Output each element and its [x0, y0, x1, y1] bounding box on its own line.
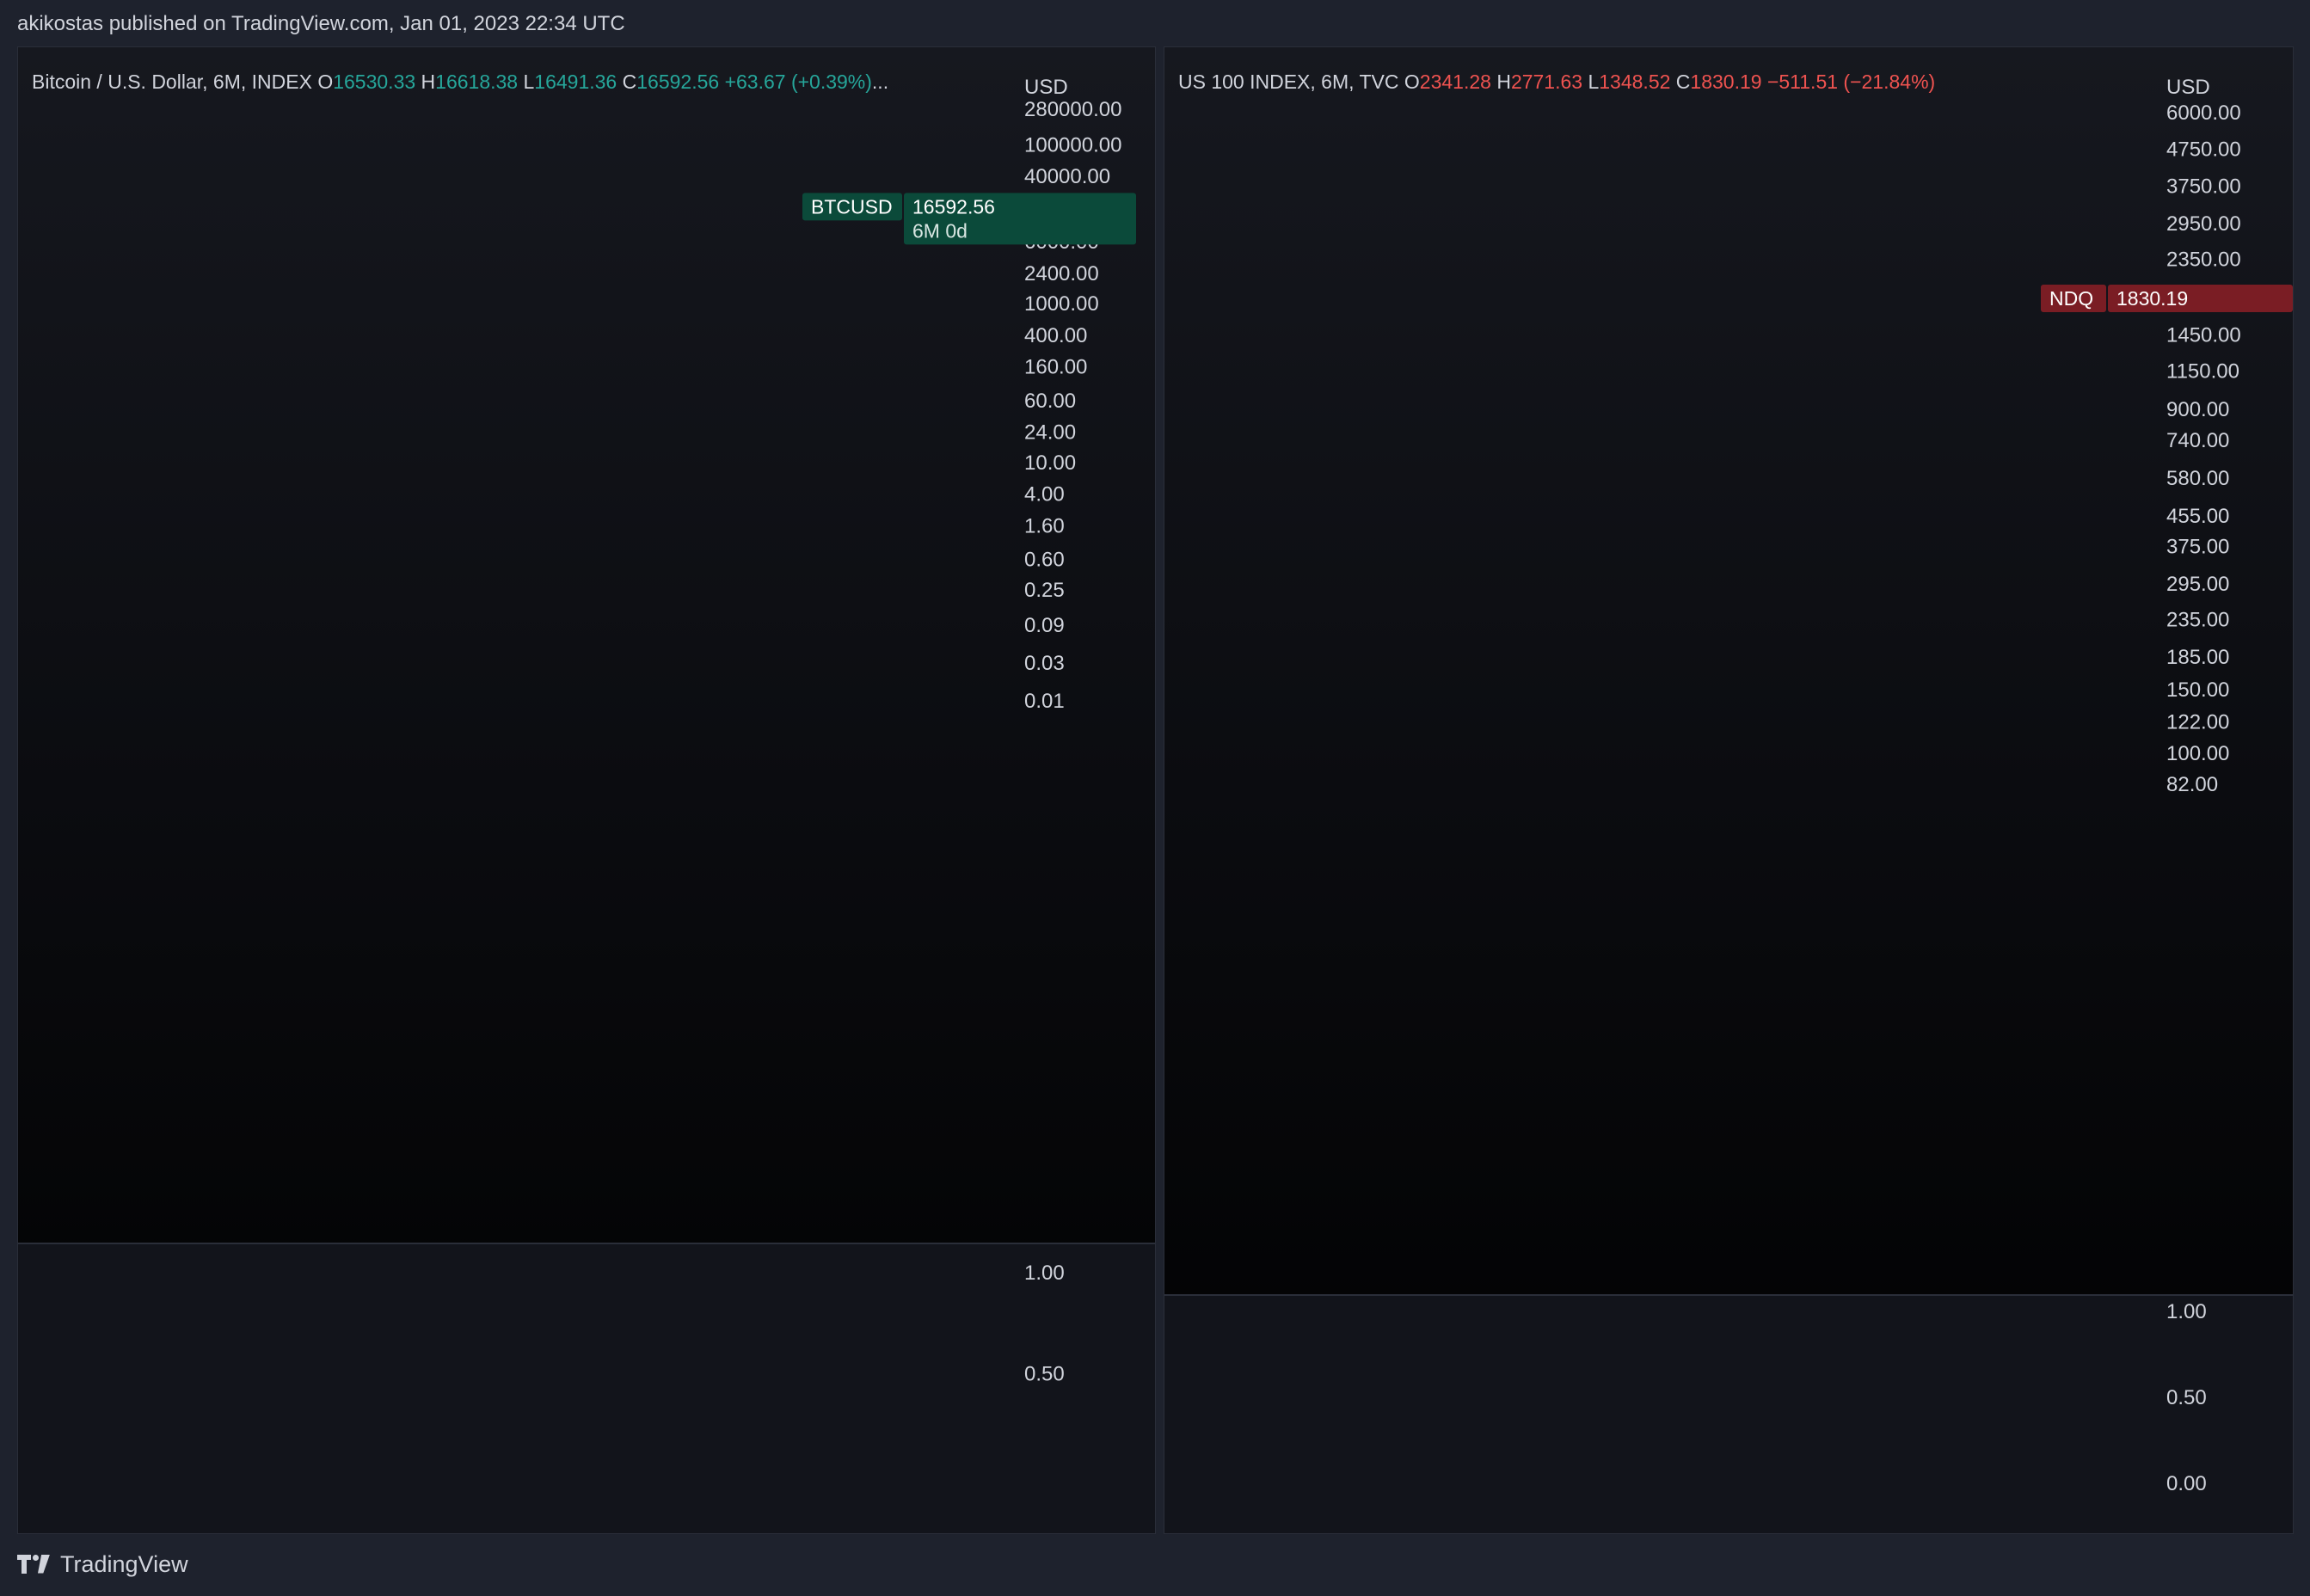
- bitcoin-chart-panel[interactable]: Bitcoin / U.S. Dollar, 6M, INDEX O16530.…: [17, 46, 1156, 1534]
- currency-label: USD: [1024, 76, 1068, 99]
- price-tick-label: 185.00: [2166, 646, 2229, 669]
- close-value: 1830.19: [1690, 71, 1767, 93]
- symbol-tag: BTCUSD: [811, 195, 893, 218]
- open-label: O: [1404, 71, 1420, 93]
- bitcoin-chart-svg[interactable]: Bitcoin / U.S. Dollar, 6M, INDEX O16530.…: [18, 47, 1155, 1533]
- price-tick-label: 0.60: [1024, 549, 1065, 572]
- symbol-tag: NDQ: [2049, 287, 2093, 310]
- high-label: H: [1496, 71, 1511, 93]
- high-label: H: [421, 71, 436, 93]
- price-tick-label: 455.00: [2166, 505, 2229, 528]
- price-tick-label: 2950.00: [2166, 212, 2241, 236]
- symbol-tag-box: [2041, 285, 2106, 313]
- ohlc-legend: Bitcoin / U.S. Dollar, 6M, INDEX O16530.…: [32, 71, 888, 93]
- high-value: 2771.63: [1511, 71, 1588, 93]
- price-tick-label: 10.00: [1024, 451, 1076, 475]
- oscillator-background: [1164, 1295, 2293, 1533]
- price-tick-label: 82.00: [2166, 773, 2218, 796]
- price-tick-label: 0.01: [1024, 690, 1065, 713]
- price-tick-label: 235.00: [2166, 608, 2229, 631]
- last-price-tag-box: [2108, 285, 2293, 313]
- price-tick-label: 150.00: [2166, 678, 2229, 702]
- brand-name: TradingView: [60, 1551, 188, 1577]
- open-value: 16530.33: [333, 71, 421, 93]
- open-label: O: [317, 71, 333, 93]
- oscillator-tick-label: 0.00: [2166, 1472, 2207, 1495]
- close-value: 16592.56: [636, 71, 724, 93]
- price-tick-label: 40000.00: [1024, 165, 1110, 188]
- nasdaq-chart-panel[interactable]: US 100 INDEX, 6M, TVC O2341.28 H2771.63 …: [1164, 46, 2294, 1534]
- price-tick-label: 900.00: [2166, 398, 2229, 421]
- tradingview-logo-icon: [17, 1554, 52, 1575]
- price-tick-label: 0.03: [1024, 652, 1065, 675]
- close-label: C: [1676, 71, 1691, 93]
- last-price-tag: 16592.56: [912, 195, 995, 218]
- price-tick-label: 1450.00: [2166, 323, 2241, 347]
- symbol-title: US 100 INDEX, 6M, TVC: [1178, 71, 1404, 93]
- price-tick-label: 0.09: [1024, 614, 1065, 637]
- low-value: 16491.36: [534, 71, 622, 93]
- price-tick-label: 24.00: [1024, 421, 1076, 445]
- change-value: +63.67 (+0.39%): [725, 71, 872, 93]
- legend-overflow: ...: [872, 71, 888, 93]
- price-tick-label: 740.00: [2166, 429, 2229, 452]
- price-tick-label: 1000.00: [1024, 292, 1099, 316]
- price-tick-label: 1.60: [1024, 514, 1065, 537]
- oscillator-background: [18, 1243, 1155, 1533]
- change-value: −511.51 (−21.84%): [1767, 71, 1935, 93]
- price-tick-label: 100.00: [2166, 742, 2229, 765]
- price-tick-label: 375.00: [2166, 535, 2229, 558]
- price-tick-label: 160.00: [1024, 356, 1087, 379]
- price-tick-label: 2400.00: [1024, 262, 1099, 285]
- last-price-tag: 1830.19: [2116, 287, 2188, 310]
- price-tick-label: 122.00: [2166, 711, 2229, 734]
- price-tick-label: 3750.00: [2166, 175, 2241, 199]
- last-price-tag-box: [904, 193, 1136, 245]
- bar-countdown: 6M 0d: [912, 219, 968, 242]
- price-tick-label: 580.00: [2166, 467, 2229, 490]
- price-tick-label: 60.00: [1024, 390, 1076, 413]
- oscillator-tick-label: 1.00: [1024, 1261, 1065, 1285]
- nasdaq-chart-svg[interactable]: US 100 INDEX, 6M, TVC O2341.28 H2771.63 …: [1164, 47, 2293, 1533]
- price-tick-label: 295.00: [2166, 573, 2229, 596]
- price-tick-label: 0.25: [1024, 579, 1065, 602]
- price-tick-label: 4750.00: [2166, 138, 2241, 162]
- low-label: L: [524, 71, 535, 93]
- price-tick-label: 6000.00: [2166, 101, 2241, 125]
- currency-label: USD: [2166, 76, 2210, 99]
- low-value: 1348.52: [1599, 71, 1676, 93]
- low-label: L: [1588, 71, 1599, 93]
- close-label: C: [623, 71, 637, 93]
- price-tick-label: 280000.00: [1024, 98, 1121, 121]
- price-tick-label: 1150.00: [2166, 360, 2239, 384]
- oscillator-tick-label: 0.50: [1024, 1363, 1065, 1386]
- ohlc-legend: US 100 INDEX, 6M, TVC O2341.28 H2771.63 …: [1178, 71, 1935, 93]
- price-tick-label: 2350.00: [2166, 249, 2241, 272]
- oscillator-tick-label: 1.00: [2166, 1300, 2207, 1323]
- price-tick-label: 400.00: [1024, 324, 1087, 347]
- price-tick-label: 4.00: [1024, 483, 1065, 506]
- open-value: 2341.28: [1420, 71, 1497, 93]
- high-value: 16618.38: [435, 71, 523, 93]
- symbol-tag-box: [802, 193, 902, 221]
- oscillator-tick-label: 0.50: [2166, 1386, 2207, 1409]
- publish-attribution: akikostas published on TradingView.com, …: [17, 12, 625, 35]
- price-tick-label: 100000.00: [1024, 133, 1121, 157]
- symbol-title: Bitcoin / U.S. Dollar, 6M, INDEX: [32, 71, 317, 93]
- tradingview-brand[interactable]: TradingView: [17, 1551, 188, 1578]
